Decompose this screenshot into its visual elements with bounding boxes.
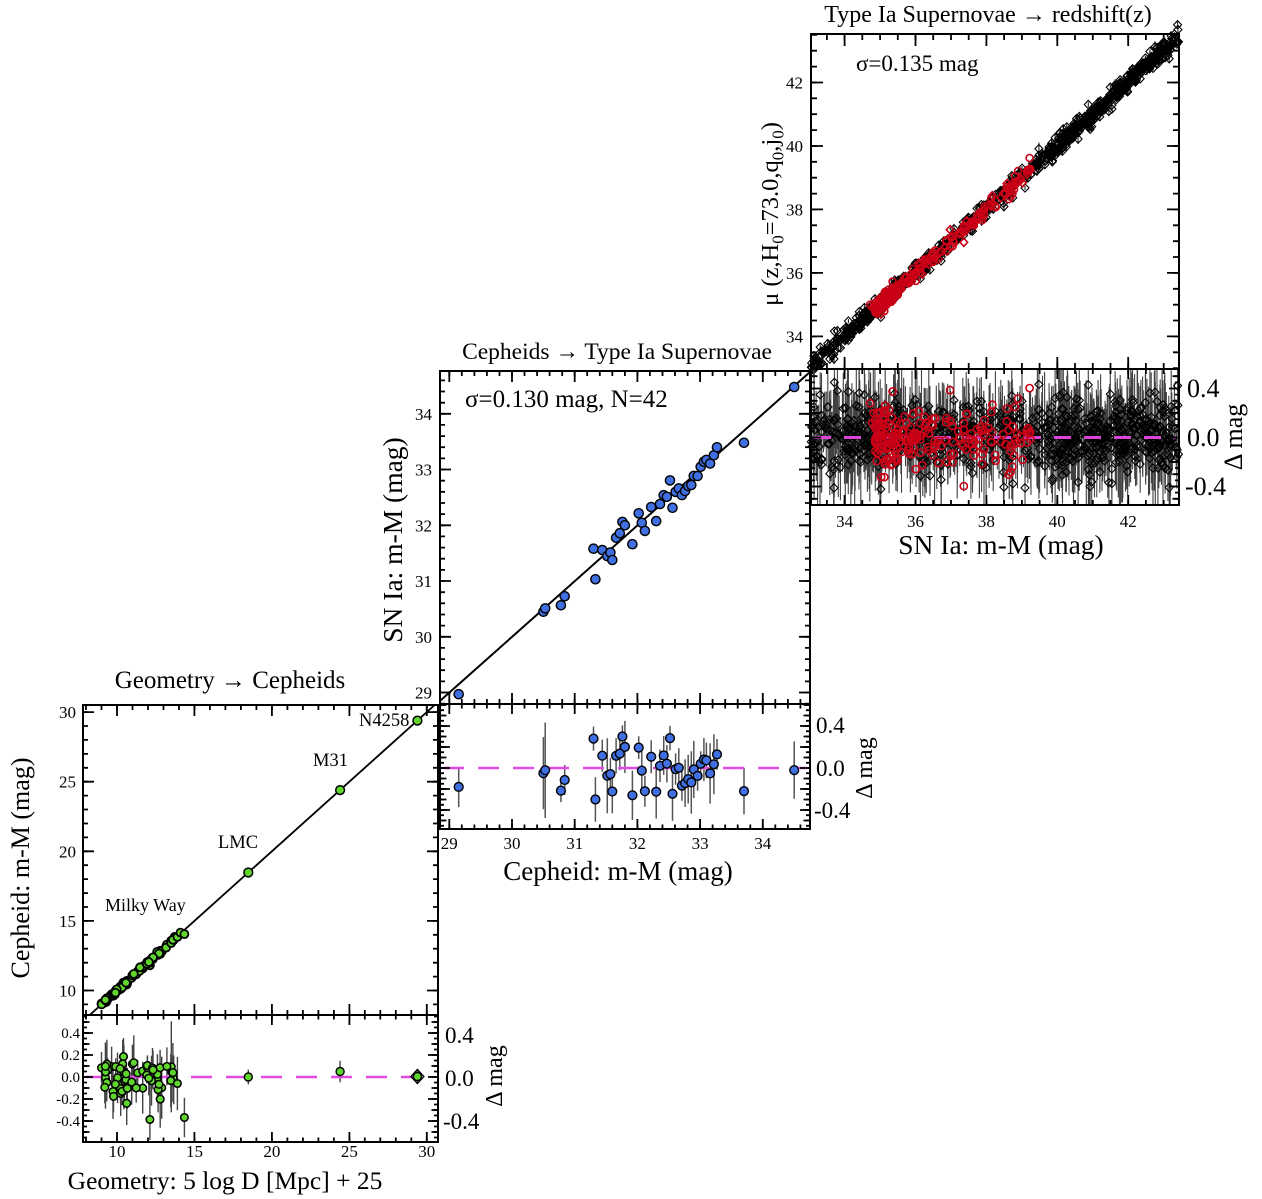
svg-text:Cepheids → Type Ia Supernovae: Cepheids → Type Ia Supernovae <box>462 339 772 365</box>
svg-text:0.4: 0.4 <box>61 1026 80 1042</box>
svg-text:42: 42 <box>1120 512 1137 531</box>
svg-text:25: 25 <box>341 1142 358 1161</box>
svg-text:0.0: 0.0 <box>61 1070 80 1086</box>
svg-text:0.4: 0.4 <box>816 713 845 738</box>
svg-text:42: 42 <box>786 73 803 92</box>
svg-text:Δ mag: Δ mag <box>1219 404 1248 471</box>
svg-text:-0.4: -0.4 <box>56 1114 80 1130</box>
svg-text:N4258: N4258 <box>359 711 409 731</box>
svg-text:34: 34 <box>754 834 772 853</box>
svg-text:31: 31 <box>566 834 583 853</box>
svg-text:M31: M31 <box>313 751 348 771</box>
svg-text:σ=0.130 mag, N=42: σ=0.130 mag, N=42 <box>465 386 668 413</box>
svg-text:38: 38 <box>978 512 995 531</box>
svg-text:Milky Way: Milky Way <box>105 895 186 915</box>
svg-text:10: 10 <box>59 982 76 1001</box>
svg-text:32: 32 <box>629 834 646 853</box>
svg-text:SN Ia: m-M (mag): SN Ia: m-M (mag) <box>898 529 1103 560</box>
svg-text:0.0: 0.0 <box>445 1066 474 1091</box>
svg-text:Cepheid: m-M (mag): Cepheid: m-M (mag) <box>503 856 732 886</box>
svg-text:32: 32 <box>415 516 432 535</box>
svg-text:29: 29 <box>441 834 458 853</box>
svg-text:33: 33 <box>415 461 432 480</box>
svg-text:Geometry → Cepheids: Geometry → Cepheids <box>115 667 346 694</box>
svg-text:20: 20 <box>263 1142 280 1161</box>
svg-text:-0.4: -0.4 <box>814 798 851 823</box>
svg-text:29: 29 <box>415 684 432 703</box>
svg-text:20: 20 <box>59 842 76 861</box>
svg-text:34: 34 <box>415 405 433 424</box>
svg-text:34: 34 <box>836 512 854 531</box>
svg-text:0.4: 0.4 <box>1187 374 1220 403</box>
svg-text:34: 34 <box>786 327 804 346</box>
svg-text:36: 36 <box>786 264 803 283</box>
svg-text:30: 30 <box>415 628 432 647</box>
svg-text:0.2: 0.2 <box>61 1048 80 1064</box>
svg-text:15: 15 <box>59 912 76 931</box>
svg-text:10: 10 <box>109 1142 126 1161</box>
svg-text:0.0: 0.0 <box>816 756 845 781</box>
svg-text:-0.4: -0.4 <box>1185 472 1226 501</box>
svg-text:0.4: 0.4 <box>445 1023 474 1048</box>
svg-text:Δ mag: Δ mag <box>852 737 878 798</box>
svg-text:25: 25 <box>59 773 76 792</box>
svg-text:36: 36 <box>907 512 924 531</box>
svg-text:15: 15 <box>186 1142 203 1161</box>
svg-text:40: 40 <box>786 137 803 156</box>
svg-text:33: 33 <box>692 834 709 853</box>
svg-text:Δ mag: Δ mag <box>482 1045 508 1106</box>
svg-text:-0.4: -0.4 <box>443 1109 480 1134</box>
svg-text:-0.2: -0.2 <box>56 1092 80 1108</box>
svg-text:σ=0.135 mag: σ=0.135 mag <box>856 51 979 76</box>
svg-text:0.0: 0.0 <box>1187 423 1220 452</box>
svg-text:31: 31 <box>415 572 432 591</box>
svg-text:Type Ia Supernovae → redshift(: Type Ia Supernovae → redshift(z) <box>824 2 1152 28</box>
svg-text:LMC: LMC <box>218 833 258 853</box>
svg-text:30: 30 <box>59 703 76 722</box>
svg-text:30: 30 <box>504 834 521 853</box>
svg-text:μ (z,H0=73.0,q0,j0): μ (z,H0=73.0,q0,j0) <box>757 122 788 306</box>
svg-text:Cepheid: m-M (mag): Cepheid: m-M (mag) <box>6 758 35 979</box>
svg-text:SN Ia: m-M (mag): SN Ia: m-M (mag) <box>377 437 408 642</box>
svg-text:40: 40 <box>1049 512 1066 531</box>
svg-text:30: 30 <box>418 1142 435 1161</box>
svg-text:Geometry: 5 log D [Mpc] + 25: Geometry: 5 log D [Mpc] + 25 <box>68 1166 383 1195</box>
svg-text:38: 38 <box>786 200 803 219</box>
